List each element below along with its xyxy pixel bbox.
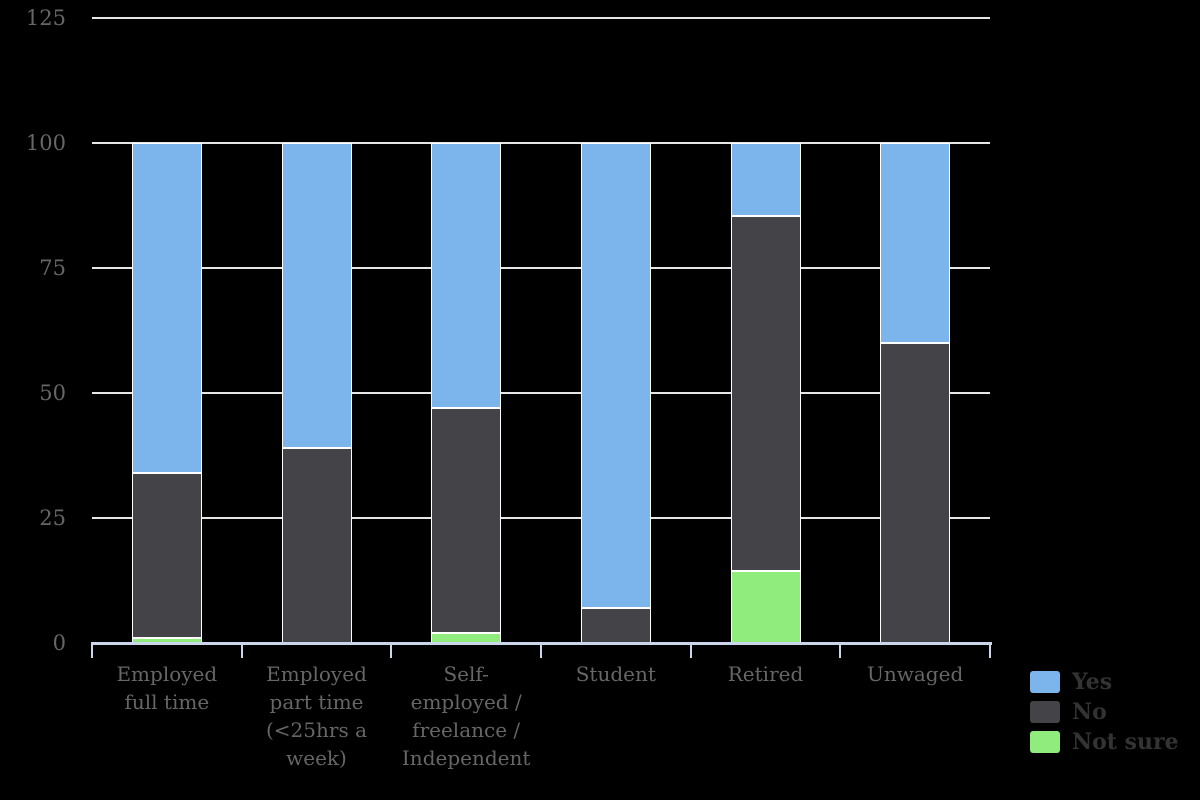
bar-segment-not-sure[interactable] [730,570,801,643]
category-label: Retired [727,662,804,686]
legend-label: Not sure [1072,729,1179,755]
bar-segment-no[interactable] [281,448,352,643]
legend-item-not-sure[interactable]: Not sure [1030,731,1179,753]
axis-tick [989,642,991,658]
bar-segment-yes[interactable] [730,143,801,216]
y-axis-tick-label: 50 [39,381,66,405]
bar-segment-yes[interactable] [580,143,651,608]
axis-tick [540,642,542,658]
category-label: Employed full time [116,662,218,714]
axis-tick [91,642,93,658]
y-axis-tick-label: 125 [25,6,66,30]
axis-tick [240,642,243,658]
bar-segment-no[interactable] [131,473,202,638]
legend-label: Yes [1072,669,1113,695]
legend-swatch [1030,731,1060,753]
bar-segment-no[interactable] [880,343,951,643]
bar-segment-yes[interactable] [880,143,951,343]
gridline [92,142,990,144]
gridline [92,392,990,394]
y-axis-tick-label: 0 [52,631,66,655]
y-axis-tick-label: 75 [39,256,66,280]
axis-tick [390,642,393,658]
legend-label: No [1072,699,1107,725]
legend-item-no[interactable]: No [1030,701,1179,723]
bar-segment-no[interactable] [431,408,502,633]
x-axis-line [92,642,992,645]
category-label: Self- employed / freelance / Independent [401,662,531,770]
bar-segment-yes[interactable] [131,143,202,473]
gridline [92,17,990,19]
axis-tick [689,642,692,658]
bar-segment-yes[interactable] [431,143,502,408]
bar-segment-yes[interactable] [281,143,352,448]
y-axis-tick-label: 100 [25,131,66,155]
legend: Yes No Not sure [1030,671,1179,761]
legend-item-yes[interactable]: Yes [1030,671,1179,693]
legend-swatch [1030,701,1060,723]
axis-tick [839,642,842,658]
category-label: Employed part time (<25hrs a week) [266,662,367,770]
bar-segment-no[interactable] [730,215,801,571]
bar-segment-no[interactable] [580,608,651,643]
category-label: Student [575,662,656,686]
gridline [92,517,990,519]
legend-swatch [1030,671,1060,693]
gridline [92,267,990,269]
category-label: Unwaged [867,662,964,686]
y-axis-tick-label: 25 [39,506,66,530]
